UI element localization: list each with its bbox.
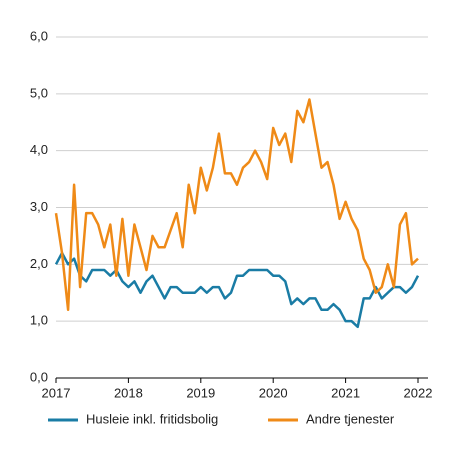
x-tick-label: 2022 (404, 385, 433, 400)
x-tick-label: 2020 (259, 385, 288, 400)
x-tick-label: 2017 (42, 385, 71, 400)
y-tick-label: 3,0 (30, 199, 48, 214)
y-tick-label: 6,0 (30, 28, 48, 43)
y-tick-label: 0,0 (30, 369, 48, 384)
y-tick-label: 1,0 (30, 313, 48, 328)
y-tick-label: 5,0 (30, 85, 48, 100)
y-tick-label: 4,0 (30, 142, 48, 157)
y-tick-label: 2,0 (30, 256, 48, 271)
series-line (54, 98, 419, 312)
x-tick-label: 2018 (114, 385, 143, 400)
legend-label: Husleie inkl. fritidsbolig (86, 411, 218, 426)
x-tick-label: 2019 (186, 385, 215, 400)
x-tick-label: 2021 (331, 385, 360, 400)
legend-label: Andre tjenester (306, 411, 395, 426)
